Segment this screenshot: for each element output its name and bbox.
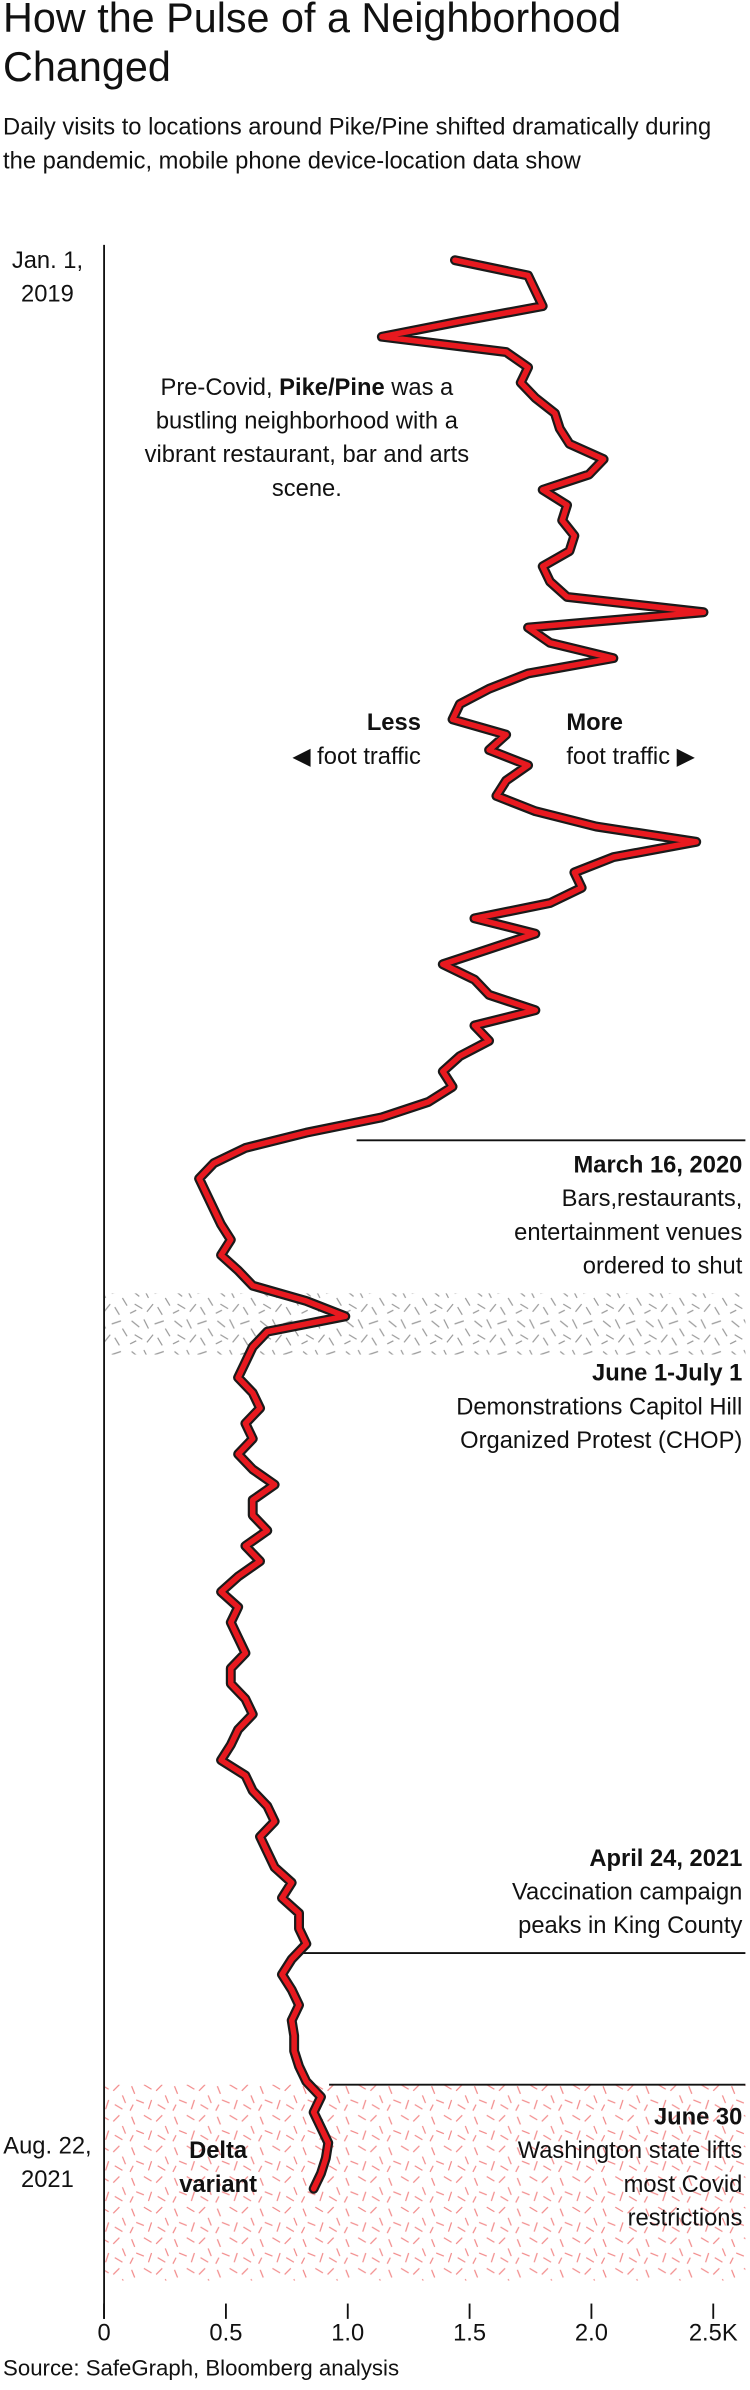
chart-subtitle: Daily visits to locations around Pike/Pi…	[3, 114, 712, 175]
annotation-title: March 16, 2020	[573, 1152, 743, 1179]
annotation-text: Washington state lifts most Covid restri…	[517, 2138, 743, 2232]
y-tick-label: Aug. 22, 2021	[3, 2133, 92, 2194]
pre-covid-note: Pre-Covid, Pike/Pine was a bustling neig…	[119, 372, 494, 507]
chart-title: How the Pulse of a Neighborhood Changed	[3, 0, 622, 91]
more-label: More foot traffic ▶	[566, 707, 747, 774]
protest-band	[104, 1293, 746, 1355]
less-label: Less ◀ foot traffic	[214, 707, 421, 774]
more-title: More	[566, 710, 624, 737]
delta-band	[104, 2084, 746, 2281]
delta-label: Delta variant	[179, 2138, 258, 2198]
annotation-title: April 24, 2021	[589, 1845, 743, 1872]
annotation-title: June 1-July 1	[592, 1360, 743, 1387]
annotation: June 30 Washington state lifts most Covi…	[505, 2102, 743, 2237]
source: Source: SafeGraph, Bloomberg analysis	[3, 2357, 400, 2382]
annotation: April 24, 2021 Vaccination campaign peak…	[444, 1843, 742, 1944]
annotation: March 16, 2020 Bars,restaurants, enterta…	[427, 1149, 742, 1284]
less-title: Less	[366, 710, 421, 737]
note-text: was a bustling neighborhood with a vibra…	[144, 374, 470, 503]
annotation-text: Bars,restaurants, entertainment venues o…	[514, 1186, 743, 1280]
annotation-text: Vaccination campaign peaks in King Count…	[511, 1879, 743, 1940]
x-tick-label: 0	[97, 2320, 111, 2347]
annotation-title: June 30	[653, 2104, 743, 2131]
less-text: ◀ foot traffic	[292, 743, 421, 770]
x-tick-label: 2.0	[574, 2320, 608, 2347]
x-tick-label: 0.5	[209, 2320, 243, 2347]
note-text: Pre-Covid,	[160, 374, 280, 402]
more-text: foot traffic ▶	[566, 743, 695, 770]
annotation-text: Demonstrations Capitol Hill Organized Pr…	[456, 1394, 743, 1455]
x-tick-label: 1.0	[331, 2320, 365, 2347]
x-tick-label: 2.5K	[688, 2320, 738, 2347]
note-bold: Pike/Pine	[279, 374, 385, 402]
line	[196, 257, 707, 2192]
x-tick-label: 1.5	[453, 2320, 487, 2347]
y-tick-label: Jan. 1, 2019	[11, 247, 84, 308]
annotation: June 1-July 1 Demonstrations Capitol Hil…	[452, 1358, 743, 1459]
